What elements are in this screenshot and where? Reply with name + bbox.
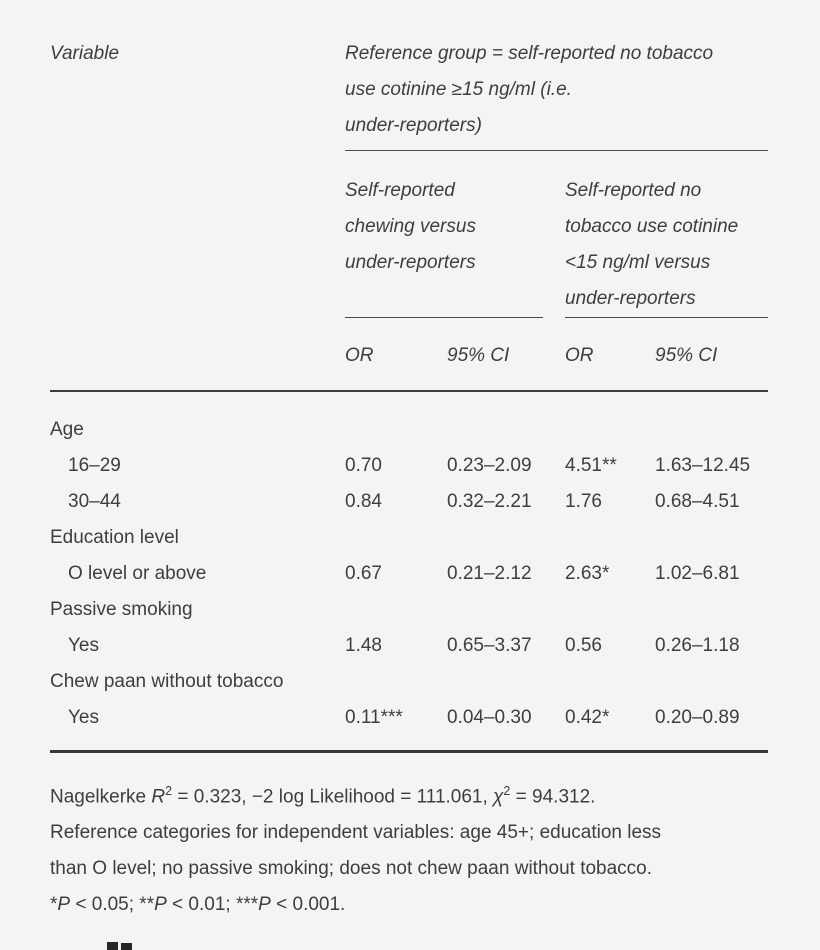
or-value-2: 2.63* [565,563,610,584]
subgroup-1-line: under-reporters [345,252,476,273]
table-row-chew-paan-yes: Yes 0.11*** 0.04–0.30 0.42* 0.20–0.89 [50,700,768,736]
text-segment: = 0.323, −2 log Likelihood = 111.061, [172,786,494,808]
table-row-o-level: O level or above 0.67 0.21–2.12 2.63* 1.… [50,556,768,592]
text-segment: Nagelkerke [50,786,152,808]
text-segment: < 0.01; [166,894,236,916]
subgroup-2-line: Self-reported no [565,180,702,201]
or-value-1: 0.70 [345,455,382,476]
footnote-line: Reference categories for independent var… [50,822,662,844]
variable-header: Variable [50,43,120,64]
ci-value-2: 0.26–1.18 [655,635,740,656]
footnote-significance: *P < 0.05; **P < 0.01; ***P < 0.001. [50,887,768,923]
footnote-model-stats: Nagelkerke R2 = 0.323, −2 log Likelihood… [50,773,768,815]
subgroup-2-header: Self-reported no tobacco use cotinine <1… [565,151,768,318]
or-header-2: OR [565,345,594,366]
text-segment: < 0.001. [270,894,346,916]
or-value-2: 0.56 [565,635,602,656]
spacer-cell [50,338,345,374]
subgroup-1-line: chewing versus [345,216,476,237]
table-row-group-passive-smoking: Passive smoking [50,592,768,628]
or-value-2: 0.42* [565,707,610,728]
table-row-age-30-44: 30–44 0.84 0.32–2.21 1.76 0.68–4.51 [50,484,768,520]
table-bottom-rule [50,750,768,753]
table-row-group-age: Age [50,412,768,448]
row-label: Yes [68,707,99,728]
ci-value-2: 1.63–12.45 [655,455,751,476]
ci-value-2: 0.68–4.51 [655,491,740,512]
subgroup-2-line: <15 ng/ml versus [565,252,711,273]
table-header-row-2: Self-reported chewing versus under-repor… [50,151,768,318]
reference-group-header: Reference group = self-reported no tobac… [345,36,768,151]
or-value-2: 4.51** [565,455,617,476]
text-segment: P [154,894,167,916]
or-value-1: 0.11*** [345,707,403,728]
ci-value-2: 1.02–6.81 [655,563,740,584]
or-value-2: 1.76 [565,491,602,512]
row-group-label: Age [50,419,84,440]
subgroup-2-line: tobacco use cotinine [565,216,739,237]
table-row-group-education: Education level [50,520,768,556]
text-segment: R [151,786,166,808]
ci-value-1: 0.23–2.09 [447,455,532,476]
row-group-label: Education level [50,527,179,548]
reference-header-line: use cotinine ≥15 ng/ml (i.e. [345,79,572,100]
subgroup-2-line: under-reporters [565,288,696,309]
table-header-row-1: Variable Reference group = self-reported… [50,36,768,151]
text-segment: ** [139,894,155,916]
table-row-passive-smoking-yes: Yes 1.48 0.65–3.37 0.56 0.26–1.18 [50,628,768,664]
or-value-1: 1.48 [345,635,382,656]
cropped-artifact [107,942,118,950]
footnote-line: than O level; no passive smoking; does n… [50,858,653,880]
reference-header-line: under-reporters) [345,115,482,136]
text-segment: P [57,894,71,916]
ci-value-1: 0.04–0.30 [447,707,532,728]
ci-value-2: 0.20–0.89 [655,707,740,728]
text-segment: P [258,894,271,916]
row-label: 16–29 [68,455,121,476]
ci-value-1: 0.32–2.21 [447,491,532,512]
row-label: Yes [68,635,99,656]
chi-symbol: χ [493,786,504,808]
table-row-age-16-29: 16–29 0.70 0.23–2.09 4.51** 1.63–12.45 [50,448,768,484]
ci-value-1: 0.65–3.37 [447,635,532,656]
table-footnotes: Nagelkerke R2 = 0.323, −2 log Likelihood… [50,773,768,923]
row-label: O level or above [68,563,207,584]
or-header-1: OR [345,345,374,366]
superscript: 2 [503,784,511,798]
table-header-row-3: OR 95% CI OR 95% CI [50,318,768,392]
text-segment: = 94.312. [510,786,596,808]
subgroup-1-header: Self-reported chewing versus under-repor… [345,151,543,318]
row-label: 30–44 [68,491,121,512]
text-segment: *** [235,894,259,916]
or-value-1: 0.67 [345,563,382,584]
subgroup-1-line: Self-reported [345,180,455,201]
ci-header-1: 95% CI [447,345,510,366]
row-group-label: Passive smoking [50,599,193,620]
ci-header-2: 95% CI [655,345,718,366]
table-body: Age 16–29 0.70 0.23–2.09 4.51** 1.63–12.… [50,392,768,750]
footnote-reference-categories: Reference categories for independent var… [50,815,768,887]
row-group-label: Chew paan without tobacco [50,671,284,692]
text-segment: < 0.05; [70,894,140,916]
reference-header-line: Reference group = self-reported no tobac… [345,43,714,64]
table-row-group-chew-paan: Chew paan without tobacco [50,664,768,700]
ci-value-1: 0.21–2.12 [447,563,532,584]
superscript: 2 [165,784,173,798]
text-segment: * [50,894,58,916]
or-value-1: 0.84 [345,491,382,512]
paper-table-page: Variable Reference group = self-reported… [50,36,768,923]
